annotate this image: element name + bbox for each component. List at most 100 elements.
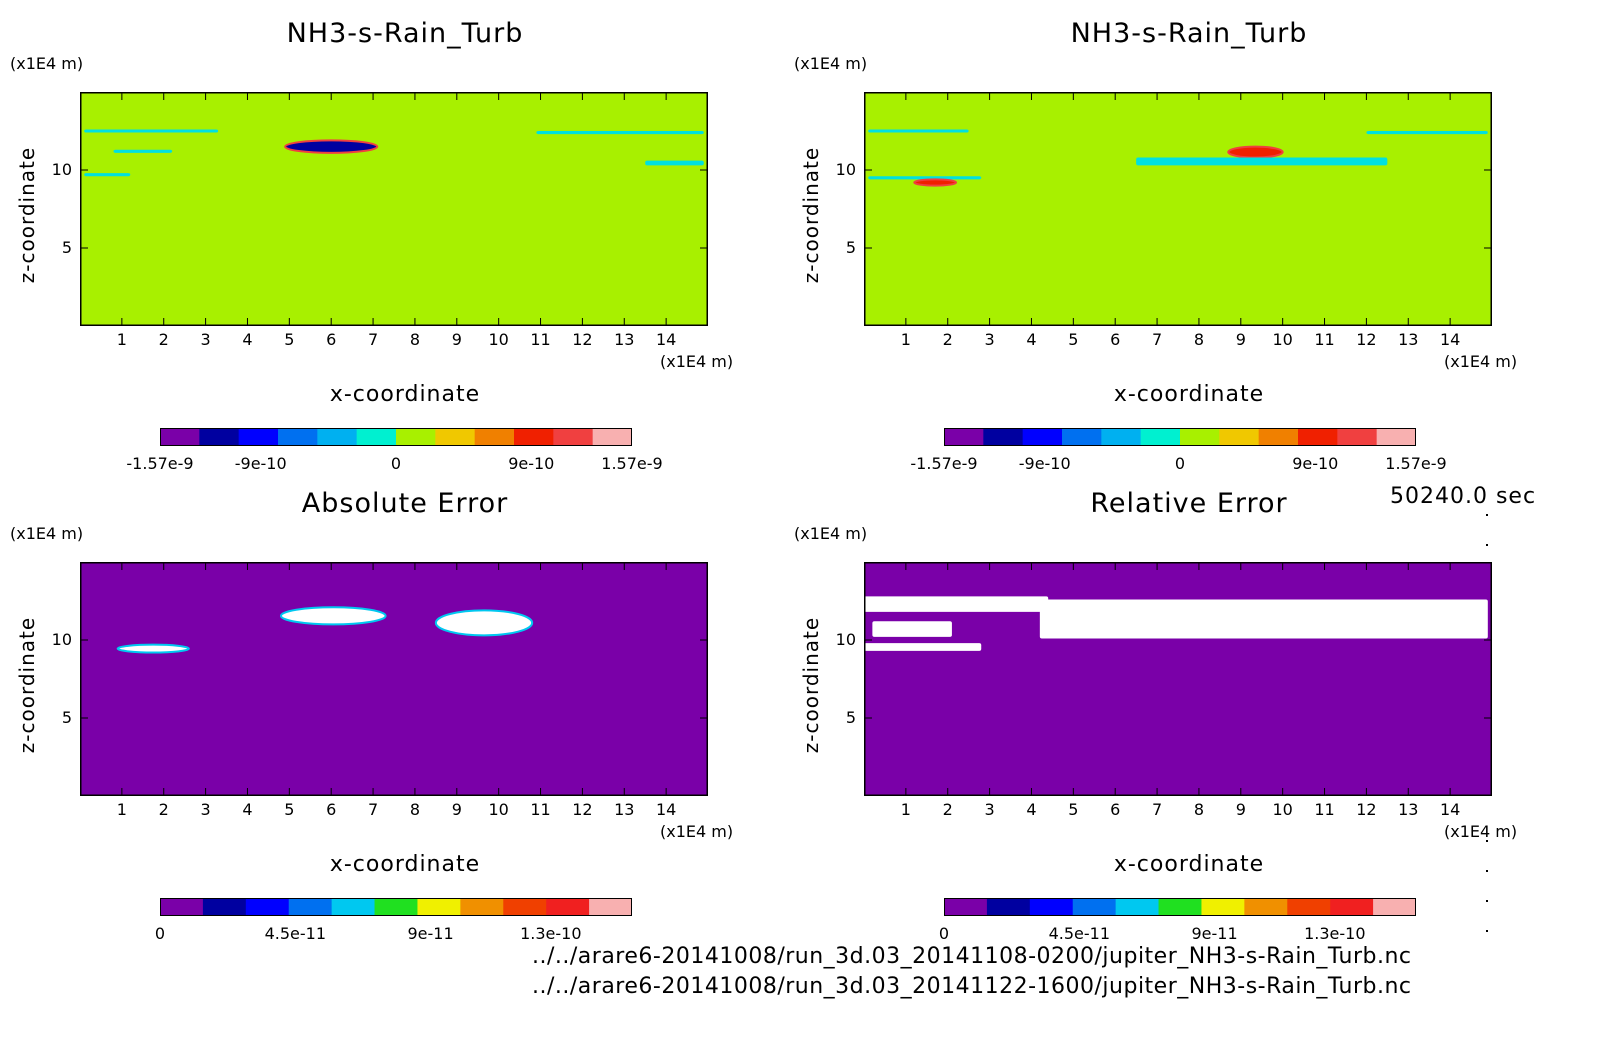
colorbar-tick-label: 0	[938, 924, 950, 943]
x-tick-label: 6	[1110, 330, 1121, 349]
colorbar-swatch	[1219, 428, 1260, 446]
x-tick-label: 4	[242, 800, 253, 819]
decorative-dot	[1486, 870, 1488, 872]
colorbar	[160, 898, 632, 916]
plot-frame	[864, 562, 1492, 796]
x-tick-label: 5	[284, 800, 295, 819]
decorative-dot	[1486, 840, 1488, 842]
heatmap-feature	[1039, 599, 1488, 639]
y-axis-label: z-coordinate	[15, 146, 39, 284]
colorbar-tick-label: 0	[1174, 454, 1186, 473]
heatmap-feature	[868, 129, 969, 133]
x-unit-label: (x1E4 m)	[660, 352, 734, 371]
x-tick-label: 9	[451, 800, 462, 819]
colorbar-swatch	[374, 898, 418, 916]
colorbar-swatch	[199, 428, 240, 446]
x-tick-label: 7	[367, 330, 379, 349]
colorbar-swatch	[1376, 428, 1416, 446]
colorbar-frame	[160, 898, 632, 916]
x-tick-label: 9	[1235, 330, 1246, 349]
panel-bottom-right: Relative Error (x1E4 m) z-coordinate (x1…	[784, 470, 1564, 950]
colorbar-swatch	[202, 898, 247, 916]
x-axis-label: x-coordinate	[1113, 382, 1265, 407]
colorbar-swatch	[1330, 898, 1374, 916]
colorbar-swatch	[553, 428, 594, 446]
x-tick-label: 1	[116, 330, 127, 349]
x-tick-label: 13	[1398, 330, 1419, 349]
heatmap-feature	[864, 596, 1049, 612]
y-axis-label: z-coordinate	[799, 146, 823, 284]
x-tick-label: 4	[1026, 800, 1037, 819]
x-tick-label: 12	[572, 330, 593, 349]
colorbar-tick-label: -9e-10	[234, 454, 287, 473]
file-path-2: ../../arare6-20141008/run_3d.03_20141122…	[532, 974, 1412, 999]
colorbar-tick-label: 0	[154, 924, 166, 943]
colorbar-swatch	[160, 428, 200, 446]
colorbar-swatch	[1244, 898, 1288, 916]
x-tick-label: 3	[984, 330, 995, 349]
colorbar-swatch	[1337, 428, 1378, 446]
colorbar-frame	[944, 898, 1416, 916]
colorbar	[944, 428, 1416, 446]
chart-title: Absolute Error	[301, 488, 509, 519]
colorbar-swatch	[331, 898, 376, 916]
colorbar-tick-label: -1.57e-9	[126, 454, 194, 473]
colorbar-swatch	[944, 898, 988, 916]
heatmap-feature	[1227, 145, 1284, 159]
x-tick-label: 14	[1439, 800, 1461, 819]
x-tick-label: 12	[1356, 330, 1377, 349]
y-tick-label: 10	[835, 160, 856, 179]
x-tick-label: 1	[116, 800, 127, 819]
colorbar-frame	[944, 428, 1416, 446]
heatmap-feature	[1366, 131, 1488, 135]
x-tick-label: 11	[530, 800, 551, 819]
x-tick-label: 4	[1026, 330, 1037, 349]
x-tick-label: 8	[1193, 330, 1205, 349]
colorbar-tick-label: 4.5e-11	[264, 924, 326, 943]
colorbar-tick-label: -9e-10	[1018, 454, 1071, 473]
x-axis-label: x-coordinate	[329, 382, 481, 407]
x-tick-label: 10	[1272, 800, 1293, 819]
heatmap-feature	[279, 606, 387, 626]
colorbar-swatch	[1201, 898, 1245, 916]
x-unit-label: (x1E4 m)	[1444, 352, 1518, 371]
y-axis-label: z-coordinate	[799, 616, 823, 754]
x-tick-label: 2	[158, 800, 169, 819]
x-tick-label: 10	[1272, 330, 1293, 349]
colorbar-swatch	[1029, 898, 1074, 916]
x-tick-label: 11	[1314, 800, 1335, 819]
heatmap-plot	[80, 92, 708, 326]
plot-frame	[864, 92, 1492, 326]
decorative-dot	[1486, 544, 1488, 546]
x-tick-label: 10	[488, 800, 509, 819]
colorbar-swatch	[245, 898, 290, 916]
colorbar-tick-label: 1.57e-9	[601, 454, 663, 473]
x-tick-label: 3	[200, 330, 211, 349]
colorbar-tick-label: 0	[390, 454, 402, 473]
x-tick-label: 10	[488, 330, 509, 349]
colorbar-swatch	[288, 898, 333, 916]
decorative-dot	[1486, 514, 1488, 516]
x-tick-label: 7	[1151, 800, 1163, 819]
y-tick-label: 5	[845, 238, 856, 257]
colorbar-swatch	[238, 428, 279, 446]
colorbar-tick-label: 1.57e-9	[1385, 454, 1447, 473]
colorbar-frame	[160, 428, 632, 446]
x-tick-label: 6	[326, 330, 337, 349]
x-tick-label: 12	[572, 800, 593, 819]
x-tick-label: 2	[158, 330, 169, 349]
colorbar-tick-label: 9e-11	[1191, 924, 1238, 943]
x-tick-label: 7	[367, 800, 379, 819]
chart-title: NH3-s-Rain_Turb	[1070, 18, 1308, 49]
colorbar	[944, 898, 1416, 916]
colorbar-swatch	[160, 898, 204, 916]
x-tick-label: 7	[1151, 330, 1163, 349]
y-axis-label: z-coordinate	[15, 616, 39, 754]
heatmap-feature	[645, 160, 704, 166]
panel-bottom-left: Absolute Error (x1E4 m) z-coordinate (x1…	[0, 470, 780, 950]
colorbar-swatch	[278, 428, 318, 446]
x-tick-label: 8	[409, 330, 421, 349]
x-tick-label: 14	[1439, 330, 1461, 349]
y-unit-label: (x1E4 m)	[10, 524, 84, 543]
colorbar-swatch	[944, 428, 984, 446]
